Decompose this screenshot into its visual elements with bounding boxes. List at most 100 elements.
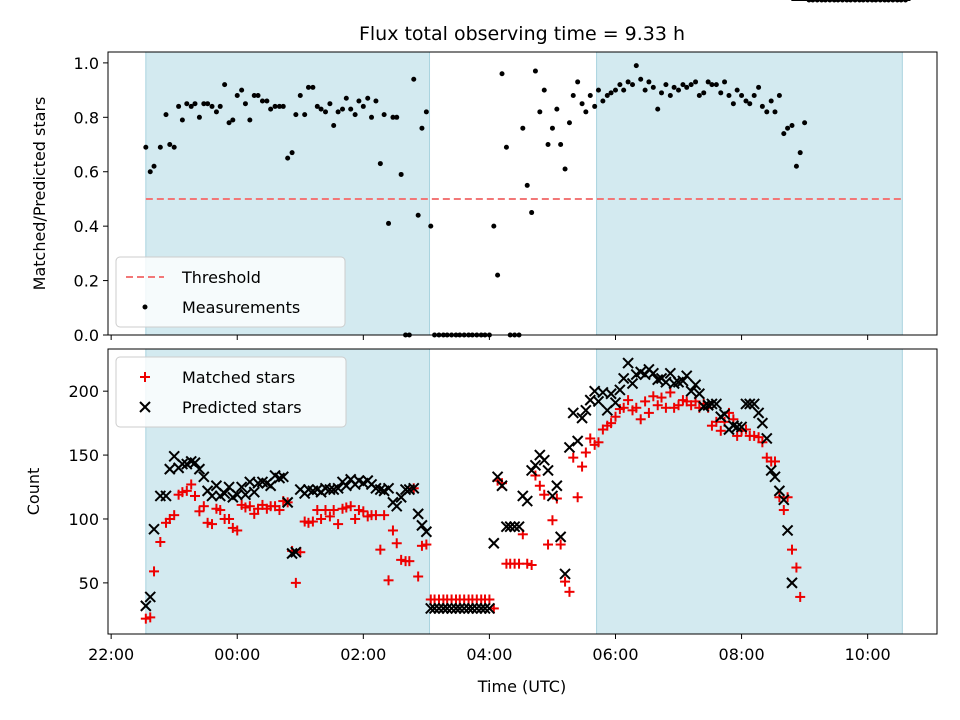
ratio-point: [671, 84, 677, 90]
ratio-point: [280, 103, 286, 109]
ratio-point: [297, 93, 303, 99]
legend-label: Predicted stars: [182, 398, 302, 417]
count-point: [340, 480, 353, 492]
ratio-point: [276, 103, 282, 109]
count-point: [500, 520, 513, 533]
x-tick-label: 02:00: [340, 645, 386, 664]
count-point: [140, 613, 151, 624]
ratio-point: [650, 84, 656, 90]
count-point: [249, 508, 260, 519]
ratio-point: [143, 144, 149, 150]
ratio-point: [520, 125, 526, 131]
count-point: [458, 602, 470, 615]
ratio-point: [583, 109, 589, 115]
ratio-point: [184, 101, 190, 107]
legend-plus-swatch: [140, 372, 150, 382]
count-point: [571, 435, 584, 447]
ratio-point: [646, 79, 652, 85]
ratio-point: [255, 93, 261, 99]
ratio-point: [759, 103, 765, 109]
count-point: [193, 463, 206, 475]
ratio-point: [688, 82, 694, 88]
ratio-point: [663, 82, 669, 88]
ratio-point: [604, 93, 610, 99]
ratio-point: [176, 103, 182, 109]
ratio-point: [348, 106, 354, 112]
ratio-point: [696, 93, 702, 99]
ratio-point: [499, 71, 505, 77]
count-point: [735, 421, 748, 433]
count-point: [504, 520, 516, 533]
ratio-point: [352, 112, 358, 118]
count-point: [466, 602, 479, 615]
ratio-point: [327, 101, 333, 107]
count-point: [693, 388, 706, 400]
count-point: [513, 520, 525, 533]
ratio-point: [529, 210, 535, 216]
count-panel: 50 100 150 200 22:00 00:00 02:00 04:00 06:00 08:0…: [24, 0, 938, 664]
count-point: [643, 407, 654, 418]
ratio-point: [570, 93, 576, 99]
ratio-point: [411, 76, 417, 82]
count-point: [441, 602, 453, 615]
count-point: [387, 525, 398, 536]
ratio-point: [196, 114, 202, 120]
count-point: [383, 575, 394, 586]
count-point: [341, 502, 352, 513]
ratio-point: [718, 90, 724, 96]
ratio-axes-frame: [107, 51, 938, 336]
ratio-point: [157, 144, 163, 150]
count-point: [652, 373, 664, 386]
ratio-point: [381, 112, 387, 118]
count-point: [437, 602, 450, 615]
count-point: [585, 433, 596, 444]
count-point: [224, 513, 235, 524]
ratio-point: [734, 87, 740, 93]
count-point: [324, 511, 335, 522]
count-point: [631, 402, 642, 413]
count-point: [756, 417, 769, 429]
ratio-point: [188, 103, 194, 109]
ratio-point: [318, 106, 324, 112]
count-point: [353, 505, 364, 516]
count-point: [572, 492, 583, 503]
ratio-point: [213, 109, 219, 115]
ratio-point: [239, 87, 245, 93]
count-y-tick-label: 100: [68, 510, 99, 529]
count-point: [358, 506, 369, 517]
count-point: [189, 490, 200, 501]
count-point: [350, 513, 361, 524]
x-tick-label: 06:00: [592, 645, 638, 664]
ratio-y-tick-label: 0.0: [74, 326, 99, 345]
ratio-point: [340, 106, 346, 112]
count-point: [555, 539, 566, 550]
count-axes-frame: [107, 348, 938, 635]
count-point: [622, 357, 634, 369]
ratio-point: [343, 95, 349, 101]
count-point: [554, 531, 567, 543]
ratio-point: [179, 117, 185, 123]
count-point: [316, 513, 327, 524]
ratio-point: [793, 163, 799, 169]
count-point: [332, 482, 344, 495]
count-point: [177, 487, 188, 498]
ratio-point: [242, 101, 248, 107]
ratio-point: [739, 93, 745, 99]
count-point: [488, 537, 500, 549]
ratio-point: [259, 98, 265, 104]
count-point: [445, 602, 458, 615]
count-point: [189, 457, 201, 469]
count-point: [240, 502, 251, 513]
ratio-point: [537, 109, 543, 115]
ratio-point: [575, 79, 581, 85]
count-point: [609, 396, 622, 409]
count-point: [617, 372, 630, 385]
ratio-point: [251, 93, 257, 99]
count-point: [379, 510, 390, 521]
count-point: [333, 519, 344, 530]
count-point: [685, 385, 697, 397]
count-legend: Matched stars Predicted stars: [115, 356, 347, 428]
count-point: [681, 370, 693, 382]
ratio-point: [373, 98, 379, 104]
ratio-legend: Threshold Measurements: [115, 256, 346, 328]
